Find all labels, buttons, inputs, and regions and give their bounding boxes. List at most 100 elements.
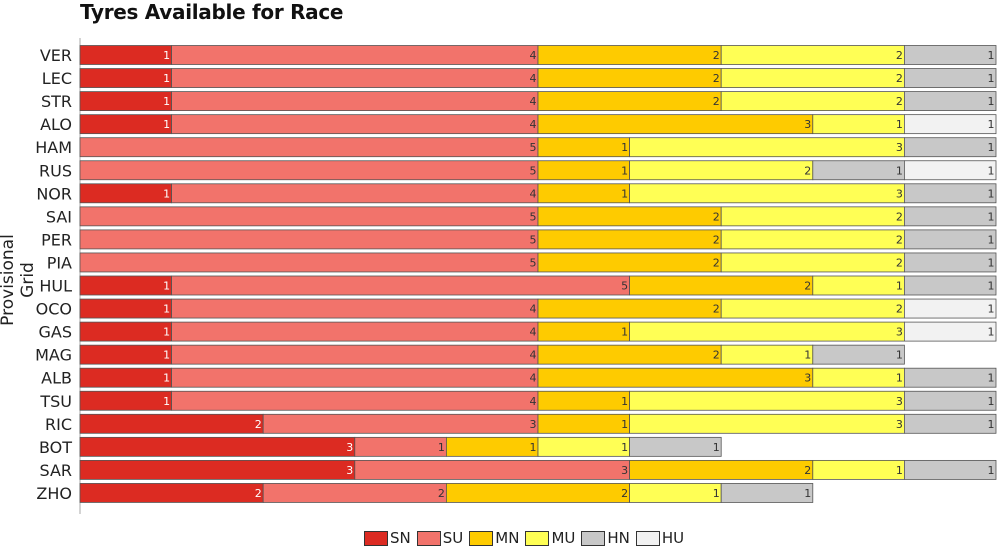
data-label-tsu-mn: 1 [621, 395, 628, 408]
bar-lec-mn [537, 68, 722, 88]
y-tick-label-alo: ALO [40, 115, 72, 134]
legend-swatch-hu [635, 530, 660, 546]
data-label-sar-hn: 1 [988, 464, 995, 477]
bar-rus-mn [537, 160, 630, 181]
data-label-ric-mu: 3 [896, 418, 903, 431]
data-label-oco-sn: 1 [163, 303, 170, 316]
legend: SN SU MN MU HN HU [364, 528, 690, 548]
bar-lec-mu [720, 68, 905, 88]
y-tick-label-ric: RIC [45, 415, 72, 434]
data-label-zho-mu: 1 [713, 487, 720, 500]
bar-nor-su [171, 183, 539, 204]
data-label-bot-mn: 1 [530, 441, 537, 454]
data-label-lec-hn: 1 [988, 72, 995, 85]
bar-sai-hn [904, 206, 997, 227]
bar-ric-su [262, 413, 539, 434]
data-label-nor-hn: 1 [988, 187, 995, 200]
y-tick-label-str: STR [41, 92, 72, 111]
bar-bot-hn [629, 436, 722, 457]
data-label-lec-sn: 1 [163, 72, 170, 85]
data-label-sai-hn: 1 [988, 210, 995, 223]
legend-item-mn: MN [469, 529, 519, 547]
bar-oco-su [171, 298, 539, 319]
bar-alb-mn [537, 367, 814, 388]
data-label-ham-hn: 1 [988, 141, 995, 154]
bar-hul-mn [629, 275, 814, 296]
data-label-nor-mn: 1 [621, 187, 628, 200]
y-tick-label-oco: OCO [36, 300, 72, 319]
bar-gas-su [171, 321, 539, 342]
bar-ric-sn [79, 413, 264, 434]
data-label-gas-mn: 1 [621, 326, 628, 339]
bar-zho-hn [720, 483, 814, 503]
bar-nor-mu [629, 183, 905, 204]
data-label-sai-su: 5 [530, 210, 537, 223]
data-label-nor-sn: 1 [163, 187, 170, 200]
y-tick-label-gas: GAS [39, 323, 73, 342]
data-label-oco-mn: 2 [713, 303, 720, 316]
bar-str-su [171, 91, 539, 111]
bar-sar-hn [904, 459, 997, 480]
bar-ham-hn [904, 137, 997, 158]
bar-per-hn [904, 229, 997, 250]
legend-item-mu: MU [525, 529, 575, 547]
bar-alo-mu [812, 114, 905, 135]
bar-hul-sn [79, 275, 172, 296]
data-label-sar-su: 3 [621, 464, 628, 477]
data-label-zho-mn: 2 [621, 487, 628, 500]
data-label-sai-mn: 2 [713, 210, 720, 223]
bar-sar-mu [812, 459, 905, 480]
legend-label-mu: MU [551, 529, 576, 547]
bar-ver-mn [537, 45, 722, 65]
data-label-lec-mn: 2 [713, 72, 720, 85]
bar-pia-mu [720, 252, 905, 273]
bar-alo-su [171, 114, 539, 135]
data-label-alo-hu: 1 [988, 118, 995, 131]
bar-hul-mu [812, 275, 905, 296]
bar-tsu-su [171, 390, 539, 411]
bar-ric-hn [904, 413, 997, 434]
bar-zho-mu [629, 483, 722, 503]
bar-alo-sn [79, 114, 172, 135]
data-label-per-hn: 1 [988, 233, 995, 246]
data-label-oco-su: 4 [530, 303, 537, 316]
bar-bot-sn [79, 436, 356, 457]
legend-item-hu: HU [635, 529, 684, 547]
bar-str-mn [537, 91, 722, 111]
y-tick-label-sai: SAI [46, 207, 72, 226]
bar-gas-mn [537, 321, 630, 342]
bar-sai-mn [537, 206, 722, 227]
bar-lec-hn [904, 68, 997, 88]
bar-str-mu [720, 91, 905, 111]
data-label-oco-hu: 1 [988, 303, 995, 316]
bar-ver-mu [720, 45, 905, 65]
bar-sar-su [354, 459, 630, 480]
legend-swatch-sn [364, 530, 388, 546]
bar-sar-sn [79, 459, 356, 480]
data-label-hul-sn: 1 [163, 280, 170, 293]
bar-lec-su [171, 68, 539, 88]
data-label-alo-mn: 3 [804, 118, 811, 131]
data-label-bot-hn: 1 [713, 441, 720, 454]
data-label-pia-mn: 2 [713, 256, 720, 269]
data-label-ric-hn: 1 [988, 418, 995, 431]
data-label-rus-su: 5 [530, 164, 537, 177]
data-label-zho-hn: 1 [804, 487, 811, 500]
data-label-tsu-mu: 3 [896, 395, 903, 408]
data-label-alb-su: 4 [530, 372, 537, 385]
data-label-ham-mn: 1 [621, 141, 628, 154]
bar-mag-su [171, 344, 539, 365]
bar-alo-mn [537, 114, 814, 135]
bar-str-sn [79, 91, 172, 111]
data-label-rus-mu: 2 [804, 164, 811, 177]
y-tick-label-tsu: TSU [39, 392, 72, 411]
bar-gas-mu [629, 321, 905, 342]
data-label-lec-su: 4 [530, 72, 537, 85]
data-label-oco-mu: 2 [896, 303, 903, 316]
data-label-alb-mu: 1 [896, 372, 903, 385]
bar-ver-hn [904, 45, 997, 65]
data-label-hul-mn: 2 [804, 280, 811, 293]
data-label-ver-su: 4 [530, 49, 537, 62]
y-tick-label-lec: LEC [42, 69, 72, 88]
bar-bot-mu [537, 436, 630, 457]
